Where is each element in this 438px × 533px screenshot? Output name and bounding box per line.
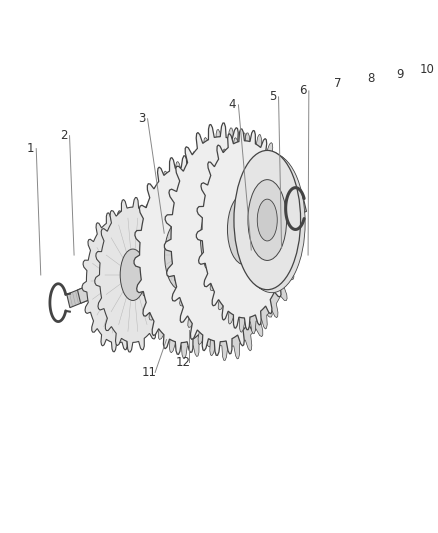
Ellipse shape — [108, 309, 115, 321]
Text: 5: 5 — [269, 91, 276, 103]
Ellipse shape — [227, 194, 261, 265]
Ellipse shape — [120, 249, 145, 301]
Ellipse shape — [104, 303, 119, 327]
Text: 7: 7 — [334, 77, 341, 91]
Polygon shape — [164, 123, 276, 356]
Ellipse shape — [209, 216, 231, 262]
Ellipse shape — [238, 154, 305, 293]
Polygon shape — [122, 288, 134, 314]
Text: 9: 9 — [396, 68, 403, 80]
Text: 6: 6 — [299, 84, 307, 98]
Ellipse shape — [237, 152, 304, 292]
Polygon shape — [82, 211, 152, 352]
Text: 10: 10 — [420, 62, 434, 76]
Polygon shape — [202, 133, 299, 334]
Ellipse shape — [257, 199, 277, 241]
Polygon shape — [134, 156, 229, 354]
Text: 4: 4 — [229, 99, 236, 111]
Text: 12: 12 — [176, 356, 191, 369]
Polygon shape — [183, 209, 215, 287]
Polygon shape — [172, 128, 284, 360]
Polygon shape — [146, 249, 173, 279]
Text: 3: 3 — [138, 112, 145, 125]
Ellipse shape — [236, 151, 302, 290]
Polygon shape — [140, 160, 234, 358]
Polygon shape — [196, 129, 293, 330]
Ellipse shape — [172, 236, 191, 274]
Text: 8: 8 — [367, 72, 374, 85]
Polygon shape — [67, 198, 307, 308]
Ellipse shape — [235, 210, 254, 249]
Ellipse shape — [105, 258, 128, 305]
Ellipse shape — [165, 220, 198, 290]
Ellipse shape — [248, 180, 286, 261]
Ellipse shape — [234, 150, 300, 289]
Polygon shape — [78, 271, 105, 308]
Text: 11: 11 — [141, 366, 156, 379]
Text: 2: 2 — [60, 129, 67, 142]
Ellipse shape — [201, 198, 240, 280]
Text: 1: 1 — [26, 142, 34, 155]
Polygon shape — [138, 245, 184, 281]
Polygon shape — [95, 197, 171, 352]
